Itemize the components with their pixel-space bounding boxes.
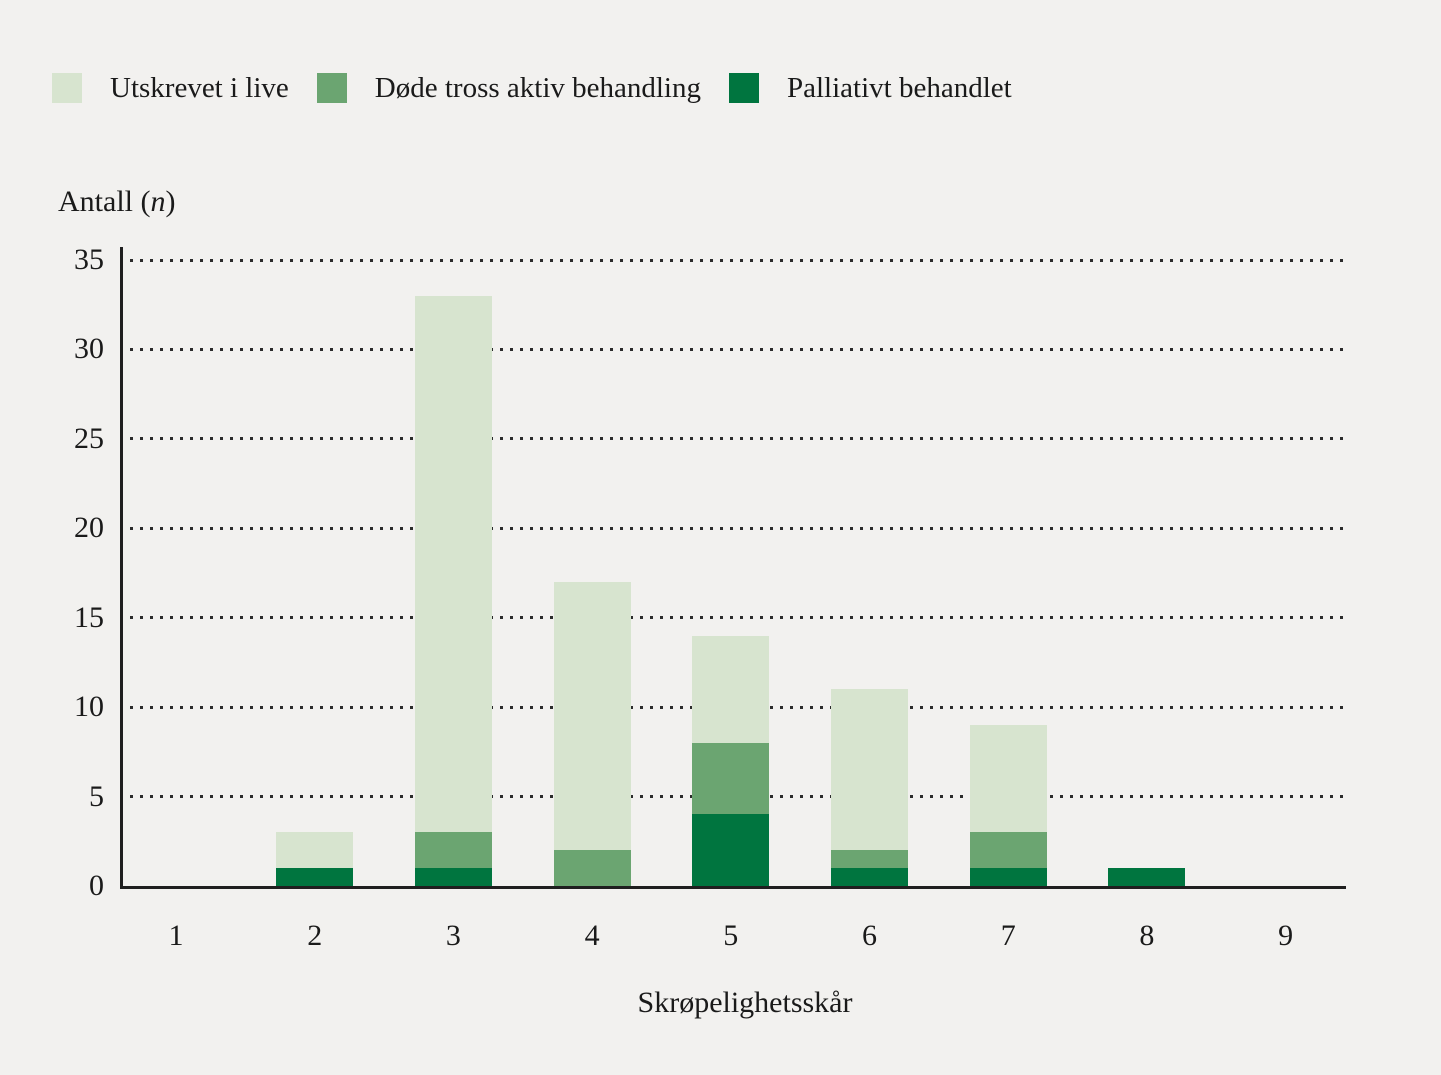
plot-area: 0 5 10 15 20 25 30 35 1 2 3 4 5 6 7 8 9 — [74, 243, 1346, 952]
bar-6-segment-palliativt — [831, 868, 908, 886]
gridline-y-25 — [130, 437, 1346, 441]
bar-3-segment-utskrevet — [414, 295, 492, 833]
y-tick-label-15: 15 — [74, 600, 104, 634]
y-axis-title-suffix: ) — [165, 185, 176, 218]
y-tick-label-25: 25 — [74, 421, 104, 455]
y-tick-label-0: 0 — [89, 869, 104, 902]
legend-swatch-medium-green — [316, 73, 347, 103]
bar-4-segment-utskrevet — [553, 581, 631, 851]
y-tick-label-35: 35 — [74, 243, 104, 276]
y-tick-label-5: 5 — [89, 779, 104, 813]
gridline-y-15 — [130, 616, 1346, 620]
bar-5-segment-palliativt — [692, 814, 770, 886]
x-tick-label-2: 2 — [307, 919, 323, 952]
legend-swatch-dark-green — [729, 73, 759, 103]
bar-skar-8 — [1108, 868, 1186, 886]
legend-item-utskrevet: Utskrevet i live — [52, 73, 289, 103]
legend-label: Palliativt behandlet — [787, 72, 1012, 104]
bar-5-segment-utskrevet — [692, 635, 770, 743]
bar-3-segment-døde — [414, 832, 492, 869]
x-tick-label-7: 7 — [1000, 919, 1016, 952]
y-axis-title: Antall (n) — [58, 184, 175, 220]
x-tick-label-9: 9 — [1278, 919, 1294, 952]
bar-skar-3 — [414, 295, 492, 886]
y-tick-label-10: 10 — [74, 690, 104, 724]
y-axis-title-variable: n — [150, 185, 166, 218]
bar-2-segment-utskrevet — [276, 832, 354, 869]
legend-label: Utskrevet i live — [110, 72, 289, 104]
x-axis-title: Skrøpelighetsskår — [637, 986, 853, 1019]
y-axis-title-prefix: Antall ( — [58, 185, 151, 218]
y-axis-line — [120, 247, 123, 889]
gridline-y-35 — [130, 258, 1346, 262]
bar-skar-6 — [831, 689, 908, 886]
bar-3-segment-palliativt — [414, 868, 492, 886]
x-tick-label-5: 5 — [723, 919, 739, 952]
bar-5-segment-døde — [692, 742, 770, 815]
legend-swatch-light-green — [52, 73, 82, 103]
gridline-y-30 — [130, 347, 1346, 351]
bar-2-segment-palliativt — [276, 868, 354, 886]
x-tick-label-4: 4 — [584, 919, 600, 952]
bar-4-segment-døde — [553, 850, 631, 886]
x-axis-line — [120, 886, 1346, 889]
x-tick-label-3: 3 — [445, 919, 461, 952]
bar-6-segment-døde — [831, 850, 908, 869]
bar-7-segment-palliativt — [969, 868, 1047, 886]
bar-7-segment-døde — [969, 832, 1047, 869]
y-tick-label-30: 30 — [74, 332, 104, 366]
bar-skar-2 — [276, 832, 354, 886]
bar-8-segment-palliativt — [1108, 868, 1186, 886]
legend-item-dode: Døde tross aktiv behandling — [316, 72, 701, 104]
gridline-y-20 — [130, 526, 1346, 530]
chart-legend: Utskrevet i live Døde tross aktiv behand… — [52, 73, 1012, 103]
bar-7-segment-utskrevet — [969, 725, 1047, 833]
bar-skar-5 — [692, 635, 770, 886]
y-tick-label-20: 20 — [74, 511, 104, 545]
x-tick-label-6: 6 — [862, 919, 877, 952]
legend-item-palliativt: Palliativt behandlet — [729, 73, 1012, 103]
x-tick-label-8: 8 — [1139, 919, 1155, 952]
bar-6-segment-utskrevet — [831, 689, 908, 851]
legend-label: Døde tross aktiv behandling — [374, 72, 701, 104]
x-tick-label-1: 1 — [168, 919, 184, 952]
bar-skar-4 — [553, 581, 631, 886]
bar-skar-7 — [969, 725, 1047, 886]
